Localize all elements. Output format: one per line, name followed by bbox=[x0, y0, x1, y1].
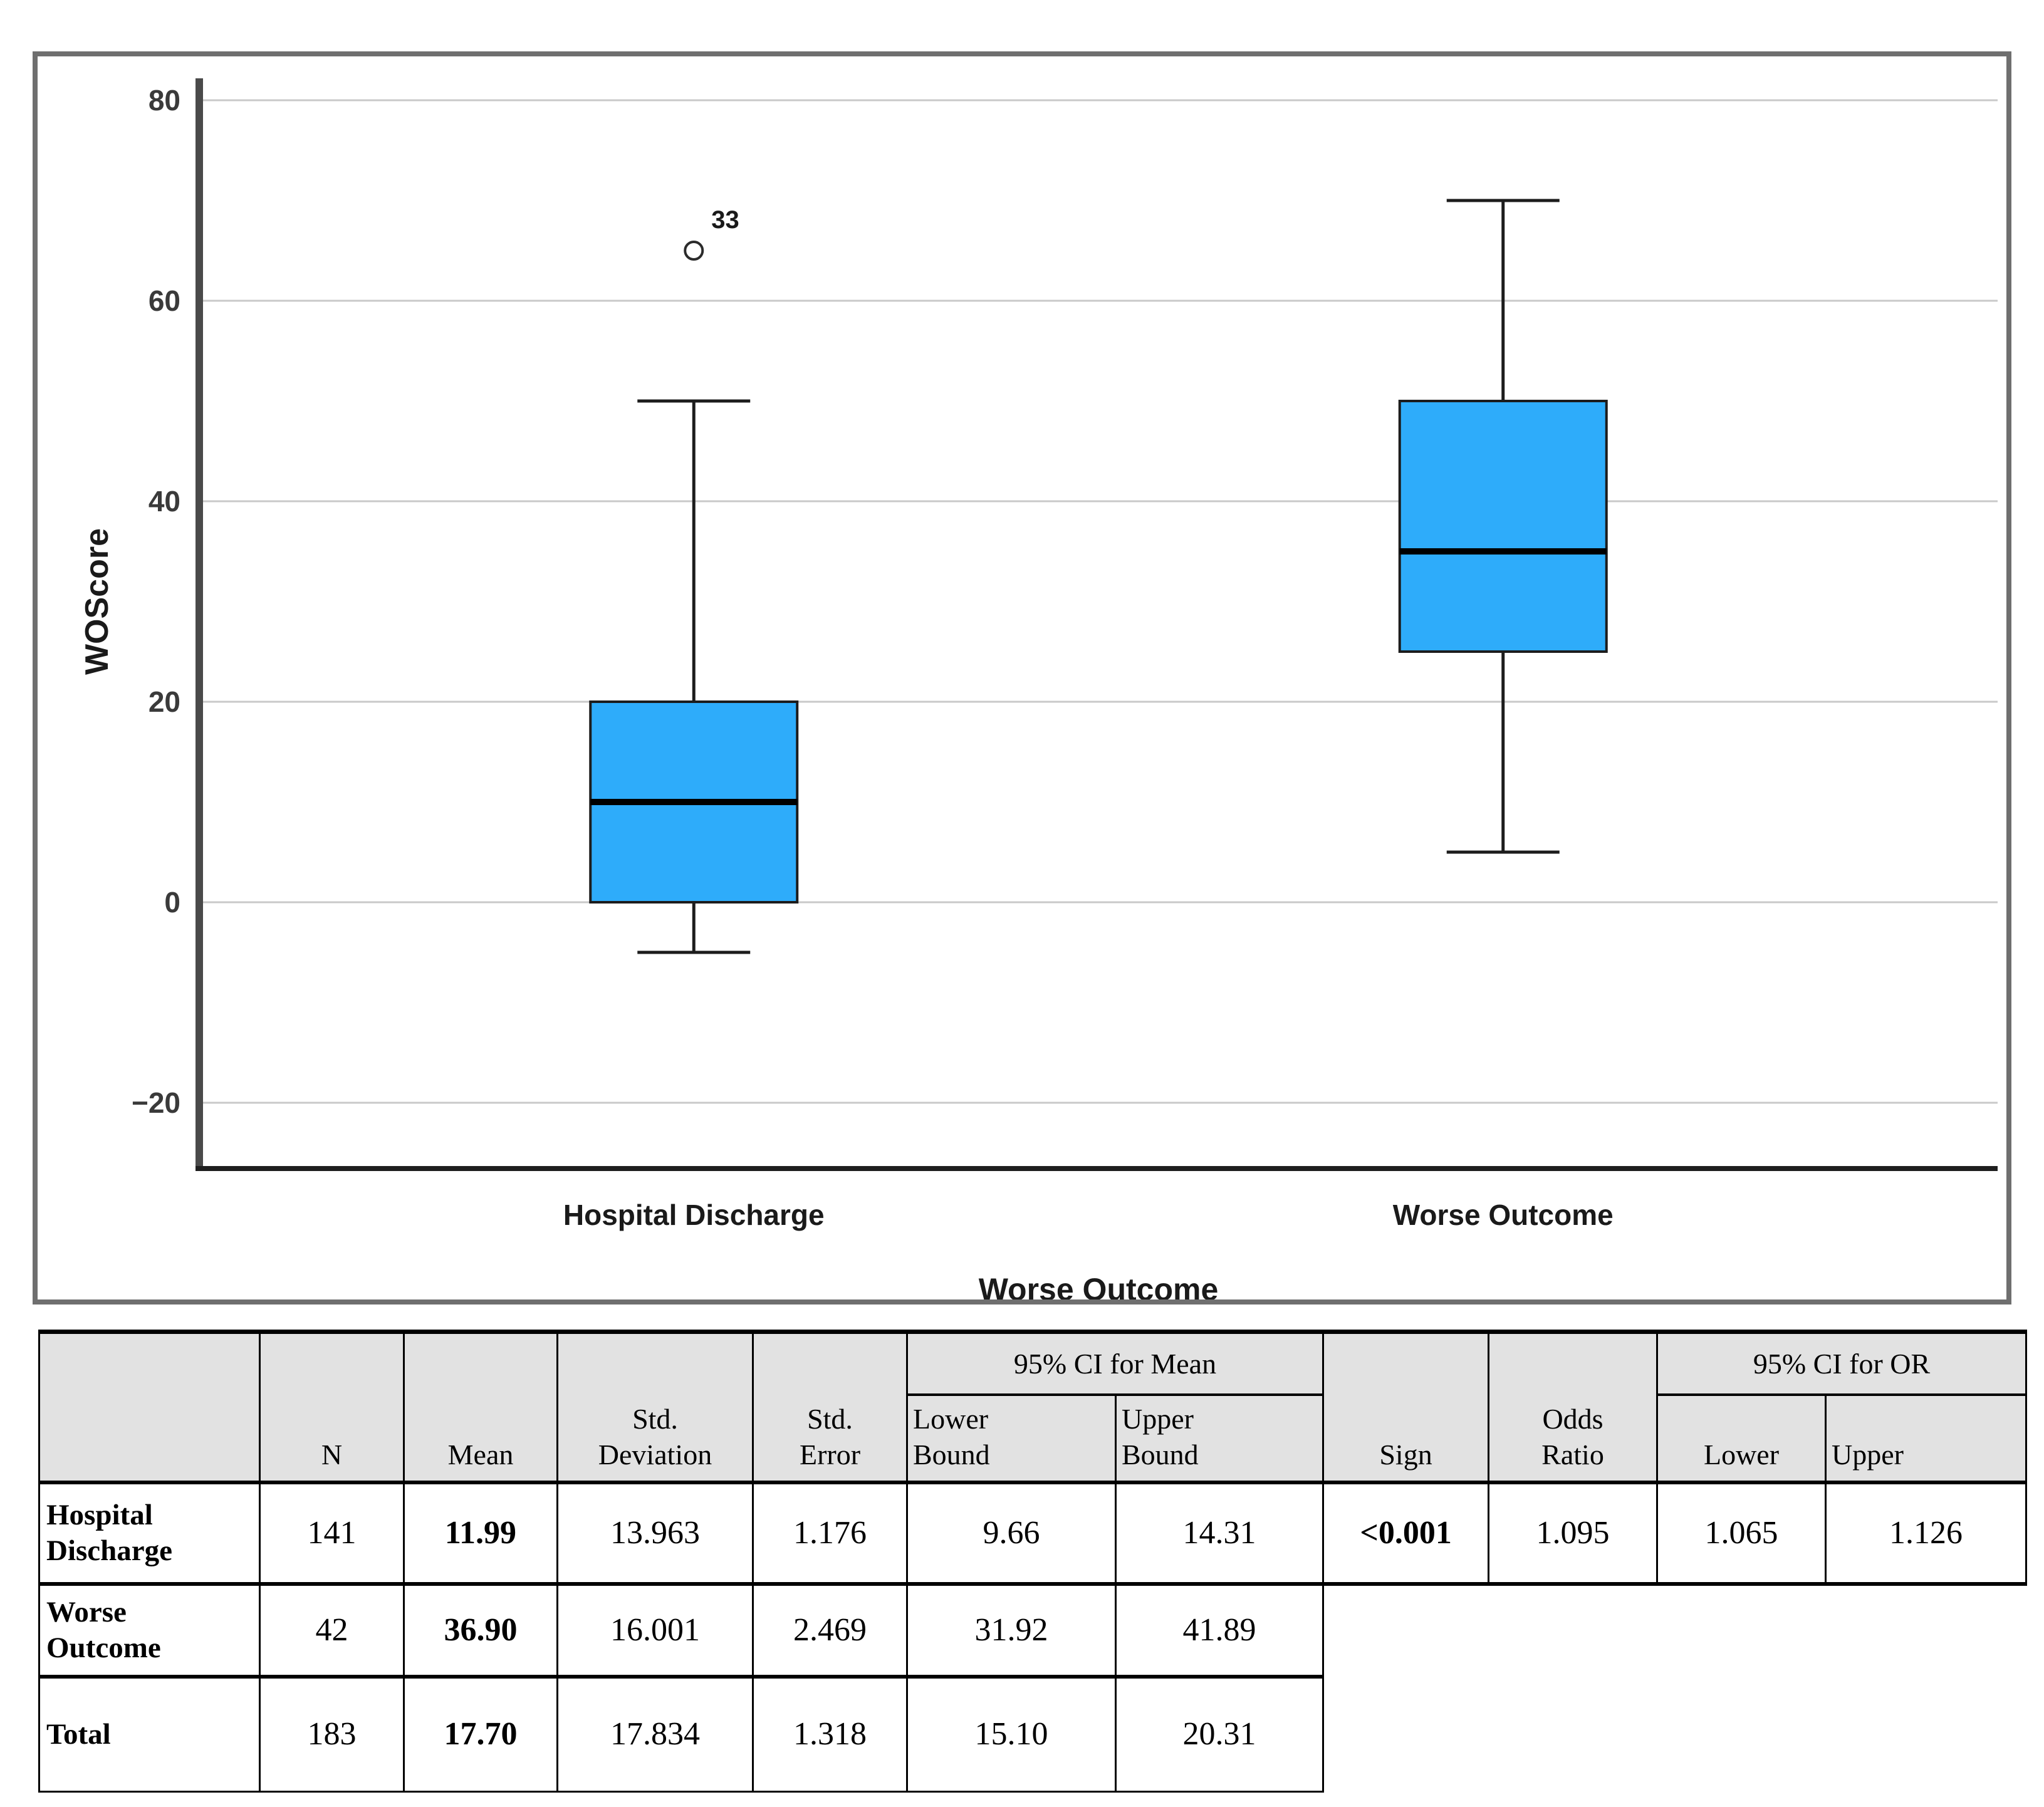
table-row: Worse Outcome 42 36.90 16.001 2.469 31.9… bbox=[38, 1583, 2026, 1792]
table-cell: 2.469 bbox=[752, 1583, 908, 1679]
col-header-sign: Sign bbox=[1322, 1330, 1490, 1484]
table-cell: <0.001 bbox=[1322, 1481, 1490, 1586]
col-header-lower-bound: Lower Bound bbox=[906, 1393, 1117, 1484]
table-cell: 13.963 bbox=[556, 1481, 754, 1586]
span-header-ci-mean: 95% CI for Mean bbox=[905, 1330, 1325, 1396]
table-cell: 31.92 bbox=[906, 1583, 1117, 1679]
boxplot-canvas: 80 60 40 20 0 −20 WOScore 33 Hospital Discharge W… bbox=[79, 78, 1998, 1299]
col-header-odds-ratio: Odds Ratio bbox=[1488, 1330, 1659, 1484]
table-cell: 42 bbox=[259, 1583, 405, 1679]
y-tick-label: 20 bbox=[149, 685, 180, 718]
y-tick-label: 80 bbox=[149, 84, 180, 117]
category-label: Worse Outcome bbox=[1393, 1199, 1614, 1231]
table-cell: 36.90 bbox=[403, 1583, 558, 1679]
category-label: Hospital Discharge bbox=[563, 1199, 825, 1231]
table-cell: 14.31 bbox=[1114, 1481, 1325, 1586]
col-header-mean: Mean bbox=[403, 1330, 558, 1484]
stats-table: N Mean Std. Deviation Std. Error 95% CI … bbox=[38, 1330, 2028, 1793]
table-cell: 11.99 bbox=[403, 1481, 558, 1586]
y-axis-title: WOScore bbox=[79, 528, 115, 675]
row-label: Total bbox=[38, 1675, 261, 1793]
col-header-or-lower: Lower bbox=[1656, 1393, 1827, 1484]
table-cell: 17.70 bbox=[403, 1675, 558, 1793]
outlier-label: 33 bbox=[711, 206, 739, 234]
table-row: Hospital Discharge 141 11.99 13.963 1.17… bbox=[38, 1481, 2028, 1586]
outlier-point bbox=[684, 241, 704, 261]
table-cell: 16.001 bbox=[556, 1583, 754, 1679]
table-cell: 183 bbox=[259, 1675, 405, 1793]
box bbox=[1398, 400, 1608, 653]
x-axis-title: Worse Outcome bbox=[979, 1272, 1219, 1299]
table-cell: 20.31 bbox=[1114, 1675, 1325, 1793]
table-cell: 17.834 bbox=[556, 1675, 754, 1793]
y-tick-label: 40 bbox=[149, 485, 180, 518]
table-cell: 9.66 bbox=[906, 1481, 1117, 1586]
col-header-upper-bound: Upper Bound bbox=[1114, 1393, 1325, 1484]
col-header-blank bbox=[38, 1330, 261, 1484]
span-header-ci-or: 95% CI for OR bbox=[1656, 1330, 2028, 1396]
table-cell: 1.065 bbox=[1656, 1481, 1827, 1586]
y-tick-label: 60 bbox=[149, 284, 180, 317]
table-cell: 1.126 bbox=[1825, 1481, 2028, 1586]
row-label: Hospital Discharge bbox=[38, 1481, 261, 1586]
table-cell: 41.89 bbox=[1114, 1583, 1325, 1679]
table-cell: 141 bbox=[259, 1481, 405, 1586]
y-tick-label: 0 bbox=[164, 886, 180, 919]
col-header-std-error: Std. Error bbox=[752, 1330, 908, 1484]
y-tick-label: −20 bbox=[132, 1086, 180, 1119]
table-cell: 15.10 bbox=[906, 1675, 1117, 1793]
stats-table-wrap: N Mean Std. Deviation Std. Error 95% CI … bbox=[38, 1330, 2028, 1793]
table-cell: 1.095 bbox=[1488, 1481, 1659, 1586]
col-header-or-upper: Upper bbox=[1825, 1393, 2028, 1484]
table-row: Total 183 17.70 17.834 1.318 15.10 20.31 bbox=[38, 1675, 2026, 1793]
table-cell: 1.318 bbox=[752, 1675, 908, 1793]
table-cell: 1.176 bbox=[752, 1481, 908, 1586]
table-empty-region bbox=[1323, 1583, 2026, 1792]
col-header-std-deviation: Std. Deviation bbox=[556, 1330, 754, 1484]
row-label: Worse Outcome bbox=[38, 1583, 261, 1679]
boxplot-figure: 80 60 40 20 0 −20 WOScore 33 Hospital Discharge W… bbox=[33, 51, 2011, 1304]
col-header-n: N bbox=[259, 1330, 405, 1484]
